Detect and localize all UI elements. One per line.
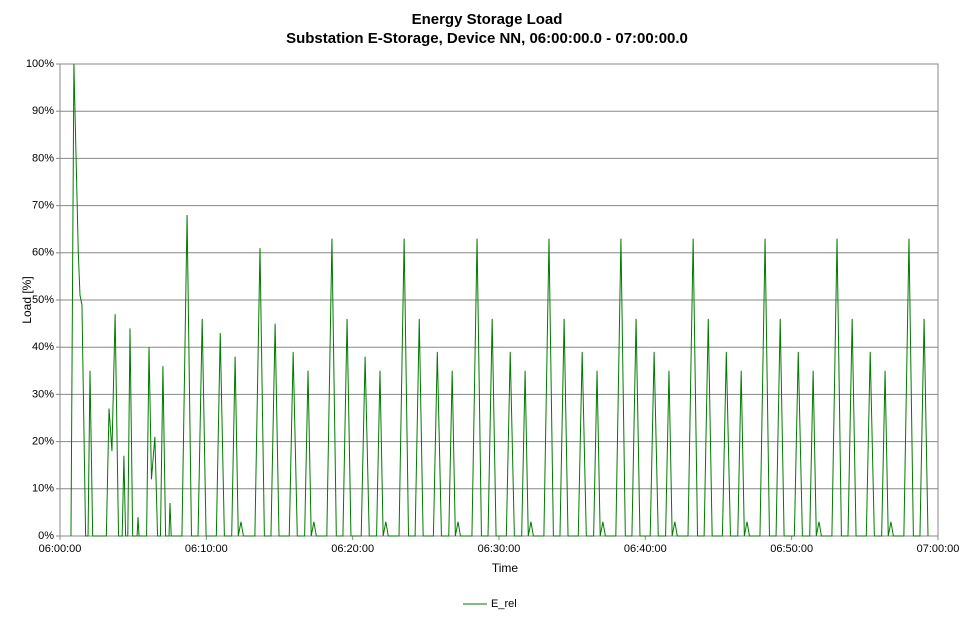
x-tick-label: 06:00:00: [39, 543, 82, 555]
x-tick-label: 06:30:00: [478, 543, 521, 555]
y-tick-label: 80%: [32, 152, 54, 164]
y-tick-label: 30%: [32, 388, 54, 400]
y-tick-label: 50%: [32, 294, 54, 306]
x-tick-label: 06:10:00: [185, 543, 228, 555]
data-line: [70, 63, 929, 537]
y-tick-label: 90%: [32, 105, 54, 117]
x-axis-label: Time: [492, 561, 519, 575]
x-tick-label: 06:20:00: [331, 543, 374, 555]
y-tick-label: 40%: [32, 341, 54, 353]
y-tick-label: 10%: [32, 483, 54, 495]
x-tick-label: 06:40:00: [624, 543, 667, 555]
y-tick-label: 60%: [32, 247, 54, 259]
y-tick-label: 70%: [32, 200, 54, 212]
y-tick-label: 100%: [26, 58, 54, 70]
y-axis-label: Load [%]: [20, 276, 34, 323]
legend-label: E_rel: [491, 598, 517, 610]
chart-subtitle: Substation E-Storage, Device NN, 06:00:0…: [286, 30, 688, 47]
x-tick-label: 07:00:00: [917, 543, 960, 555]
y-tick-label: 20%: [32, 436, 54, 448]
x-tick-label: 06:50:00: [770, 543, 813, 555]
y-tick-label: 0%: [38, 530, 54, 542]
chart-title: Energy Storage Load: [412, 11, 563, 28]
